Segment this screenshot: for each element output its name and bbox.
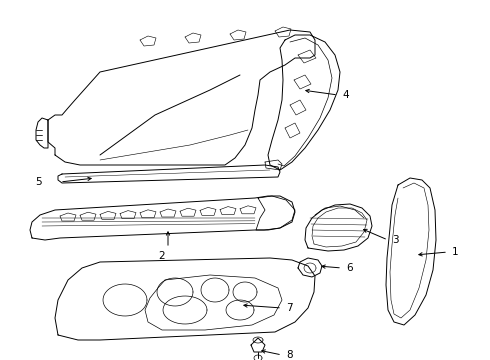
- Text: 4: 4: [342, 90, 348, 100]
- Text: 2: 2: [159, 251, 165, 261]
- Text: 7: 7: [286, 303, 293, 313]
- Text: 3: 3: [392, 235, 399, 245]
- Text: 6: 6: [346, 263, 353, 273]
- Text: 8: 8: [286, 350, 293, 360]
- Text: 1: 1: [452, 247, 459, 257]
- Text: 5: 5: [35, 177, 42, 187]
